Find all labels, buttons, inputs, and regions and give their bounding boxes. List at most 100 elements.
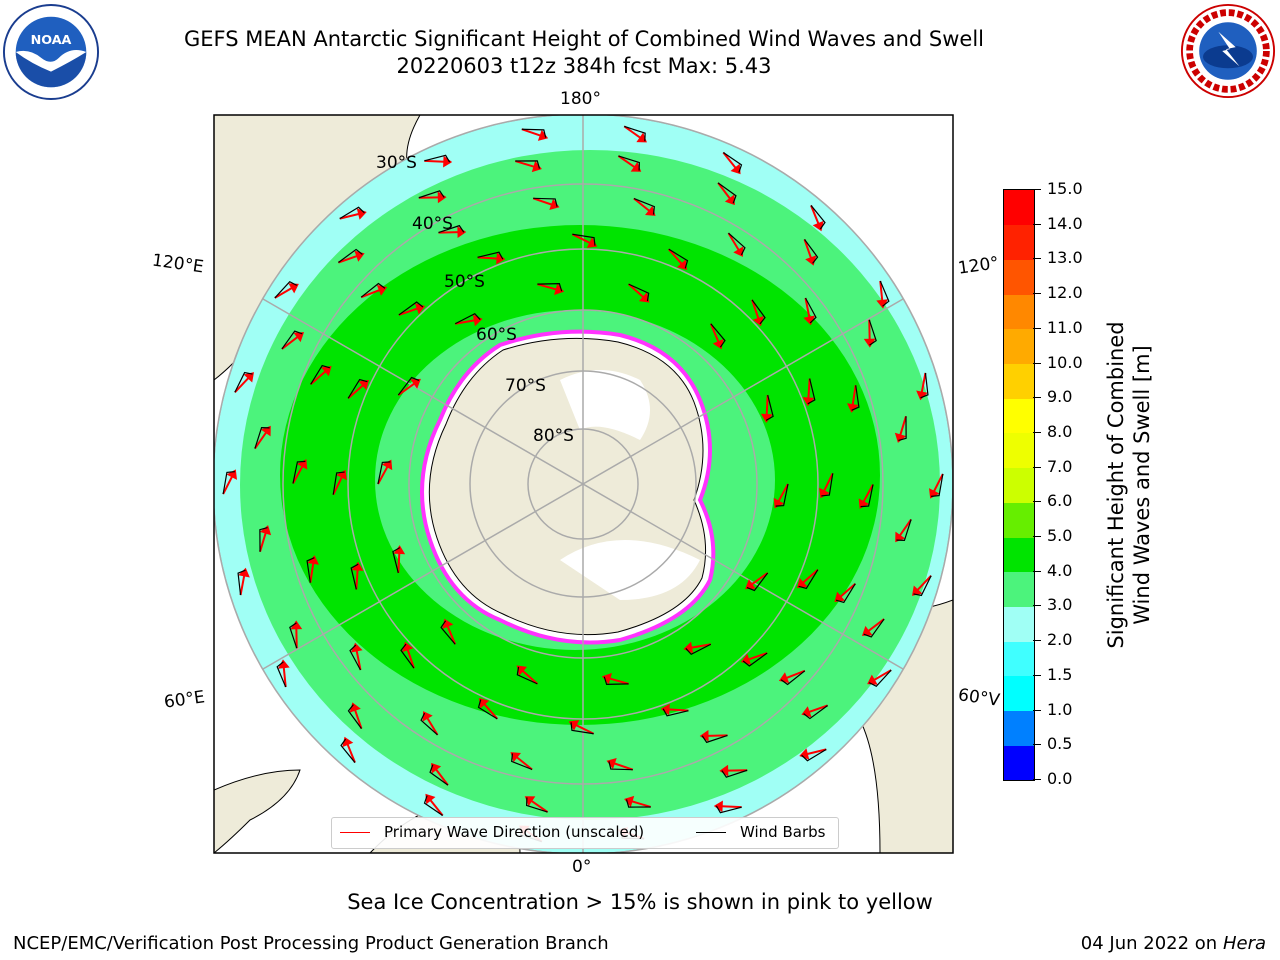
colorbar-block bbox=[1004, 675, 1034, 712]
colorbar-tick-label: 10.0 bbox=[1033, 353, 1083, 372]
wave-arrow-head bbox=[226, 469, 238, 480]
map-legend: Primary Wave Direction (unscaled) Wind B… bbox=[331, 817, 839, 849]
wave-arrow-head bbox=[724, 194, 735, 206]
wave-direction-arrows bbox=[222, 125, 944, 843]
wind-barb bbox=[292, 460, 306, 484]
wave-arrow-head bbox=[296, 459, 308, 470]
wind-barb bbox=[347, 378, 368, 399]
wave-arrow bbox=[633, 197, 651, 212]
wave-arrow-head bbox=[457, 226, 467, 239]
wind-barb bbox=[920, 372, 929, 399]
wind-barb bbox=[310, 364, 331, 385]
wave-arrow-head bbox=[437, 191, 447, 204]
wind-barb bbox=[339, 206, 365, 220]
wind-barb bbox=[349, 644, 362, 671]
wave-arrow-head bbox=[819, 487, 830, 499]
wave-arrow bbox=[282, 667, 287, 688]
wind-barb bbox=[570, 722, 594, 735]
wave-arrow bbox=[346, 743, 356, 763]
wave-arrow bbox=[609, 677, 629, 685]
wave-arrow bbox=[617, 155, 636, 169]
wind-barb bbox=[289, 622, 298, 649]
wave-arrow bbox=[339, 212, 360, 220]
wave-arrow-head bbox=[683, 641, 694, 654]
wave-arrow bbox=[899, 416, 907, 436]
wave-arrow bbox=[355, 650, 362, 671]
wave-arrow-head bbox=[478, 697, 490, 709]
wave-arrow-head bbox=[928, 488, 940, 499]
wind-barb bbox=[868, 319, 877, 346]
wave-arrow bbox=[455, 319, 476, 325]
wind-barb bbox=[516, 666, 538, 685]
wind-barb bbox=[234, 371, 253, 393]
colorbar-tick-label: 11.0 bbox=[1033, 318, 1083, 337]
lat-label-60s: 60°S bbox=[476, 325, 517, 345]
wave-arrow bbox=[435, 768, 449, 786]
colorbar-tick-label: 12.0 bbox=[1033, 283, 1083, 302]
wave-arrow-head bbox=[895, 531, 906, 543]
colorbar-tick-label: 0.0 bbox=[1033, 769, 1072, 788]
wave-arrow bbox=[338, 254, 358, 264]
wave-arrow bbox=[920, 372, 927, 393]
wave-arrow-head bbox=[638, 292, 650, 303]
wave-arrow-head bbox=[773, 497, 785, 509]
wave-arrow bbox=[613, 762, 634, 771]
wave-arrow bbox=[515, 160, 535, 168]
wave-arrow bbox=[353, 709, 363, 729]
wind-barb bbox=[429, 764, 449, 786]
wave-arrow bbox=[429, 799, 444, 817]
lat-label-80s: 80°S bbox=[533, 426, 574, 446]
wave-arrow-head bbox=[601, 673, 612, 685]
colorbar-block bbox=[1004, 328, 1034, 365]
wind-barb bbox=[722, 151, 743, 173]
wave-arrow-head bbox=[778, 672, 790, 684]
wave-arrow-head bbox=[351, 642, 363, 653]
colorbar-tick-label: 3.0 bbox=[1033, 595, 1072, 614]
wind-barb bbox=[851, 385, 860, 411]
colorbar-block bbox=[1004, 224, 1034, 260]
wind-barb bbox=[913, 575, 932, 597]
lat-label-30s: 30°S bbox=[376, 153, 417, 173]
wave-arrow-head bbox=[916, 390, 928, 401]
legend-item-wind-barbs: Wind Barbs bbox=[696, 823, 825, 841]
wave-arrow-head bbox=[863, 338, 876, 348]
wind-barb bbox=[721, 769, 748, 778]
wave-arrow-head bbox=[867, 674, 878, 685]
wave-arrow-head bbox=[606, 758, 617, 770]
lat-label-40s: 40°S bbox=[412, 214, 453, 234]
wind-barb bbox=[603, 676, 629, 686]
wind-barb bbox=[835, 583, 856, 604]
wave-arrow-head bbox=[660, 703, 670, 716]
colorbar-title: Significant Height of Combined Wind Wave… bbox=[1103, 321, 1155, 648]
wave-arrow bbox=[709, 323, 720, 343]
wind-barb bbox=[807, 378, 816, 405]
wave-arrow bbox=[823, 472, 834, 492]
wind-barb bbox=[454, 312, 481, 325]
colorbar-title-line2: Wind Waves and Swell [m] bbox=[1130, 345, 1154, 625]
colorbar-block bbox=[1004, 432, 1034, 469]
wave-arrow bbox=[347, 384, 364, 400]
colorbar-block bbox=[1004, 363, 1034, 399]
wave-arrow-head bbox=[712, 338, 724, 350]
wave-arrow bbox=[932, 473, 944, 493]
wave-arrow bbox=[751, 299, 760, 320]
wind-barb bbox=[438, 224, 465, 234]
wind-barb bbox=[420, 712, 438, 736]
wave-arrow bbox=[446, 625, 457, 645]
wind-barb bbox=[306, 557, 315, 583]
wave-arrow bbox=[785, 669, 806, 680]
colorbar-block bbox=[1004, 502, 1034, 538]
wave-arrow-head bbox=[912, 585, 923, 596]
colorbar-block bbox=[1004, 190, 1034, 226]
wave-arrow bbox=[292, 465, 304, 484]
chart-title: GEFS MEAN Antarctic Significant Height o… bbox=[183, 27, 985, 51]
wind-barb bbox=[440, 620, 456, 645]
wind-barb bbox=[728, 232, 746, 256]
wind-barb bbox=[392, 547, 401, 574]
legend-line-black bbox=[696, 832, 726, 833]
wave-arrow bbox=[803, 239, 813, 259]
wave-arrow-head bbox=[516, 665, 528, 676]
wind-barb bbox=[515, 160, 541, 169]
wind-barb bbox=[860, 484, 874, 508]
wind-barb bbox=[775, 483, 789, 507]
